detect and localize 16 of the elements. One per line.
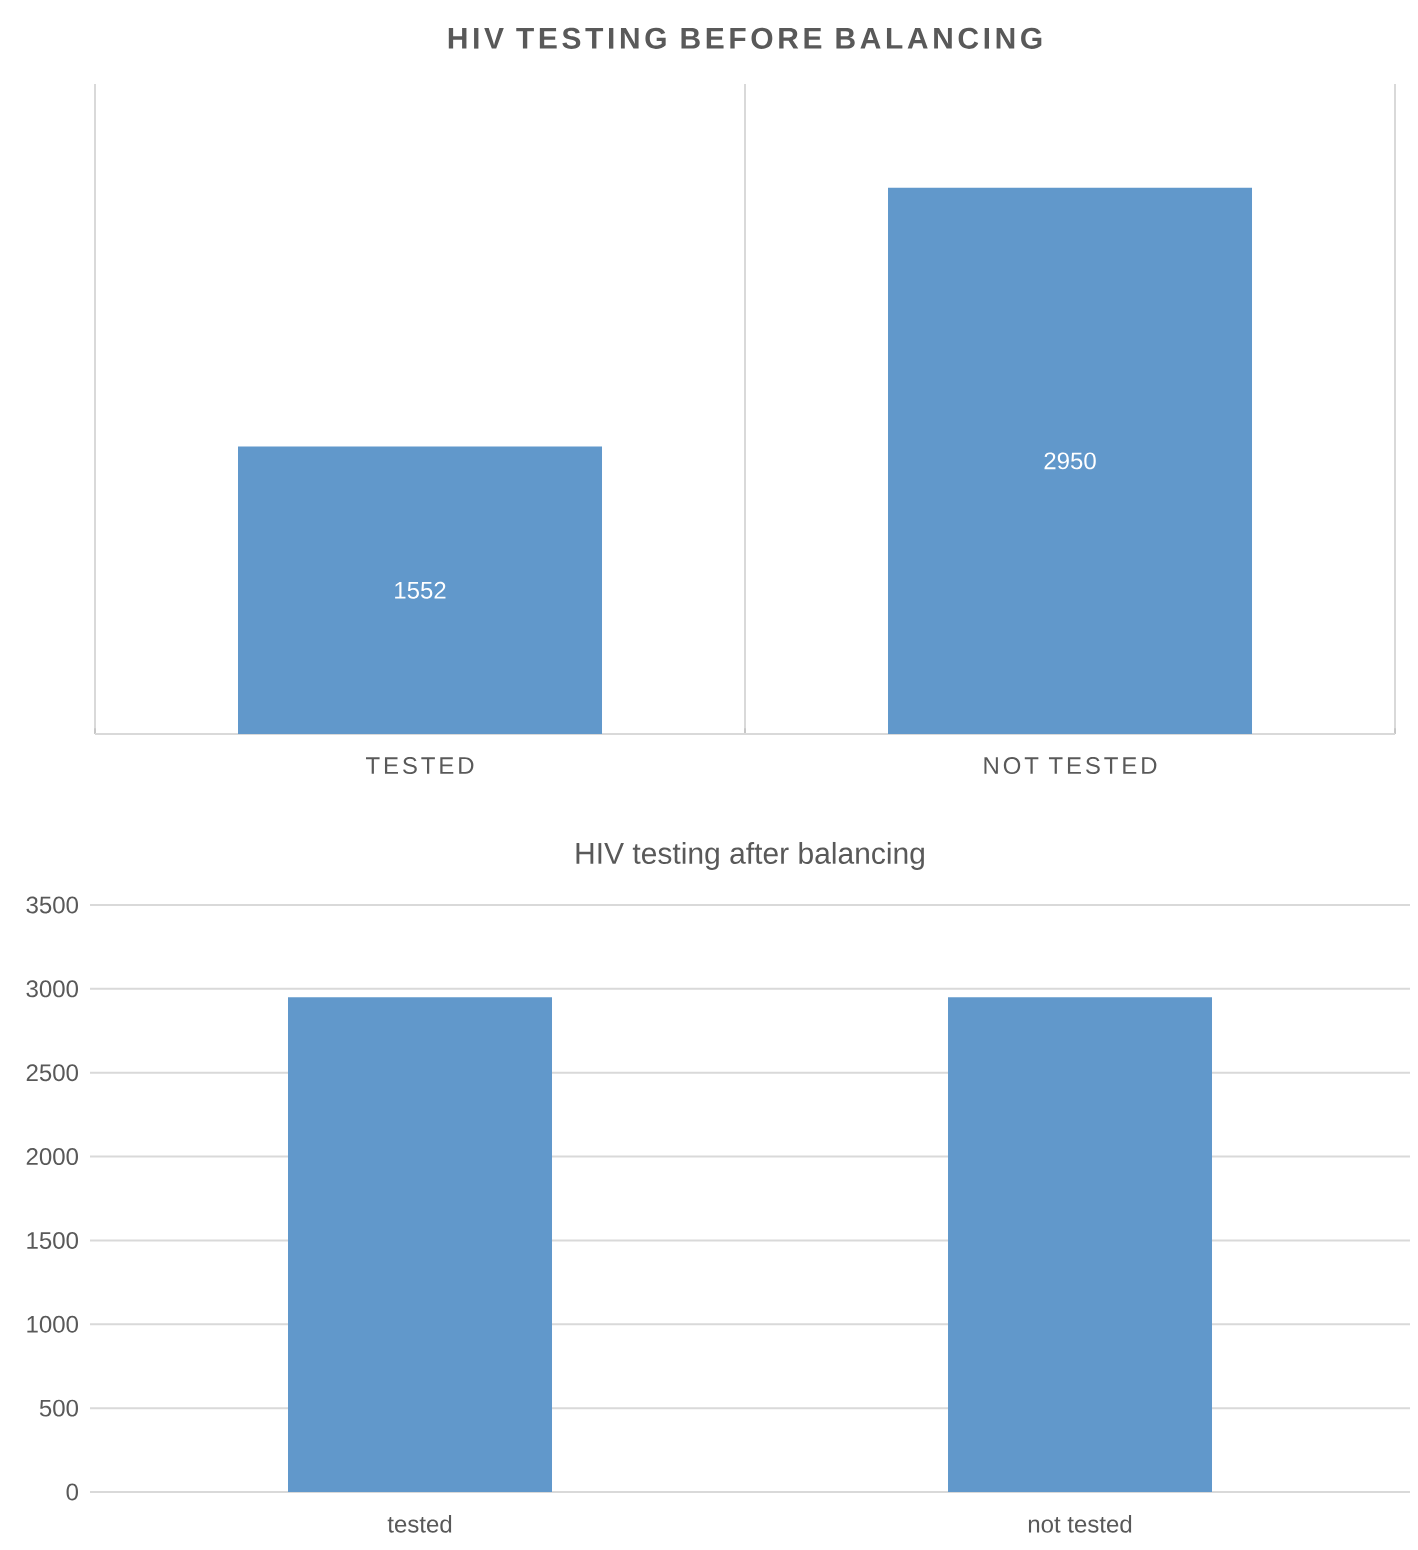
y-tick-label: 0 <box>66 1483 79 1501</box>
chart-title: HIV TESTING BEFORE BALANCING <box>448 27 1042 49</box>
y-tick-label: 500 <box>39 1399 78 1417</box>
y-tick-label: 1500 <box>27 1231 78 1249</box>
y-tick-label: 2000 <box>26 1148 78 1166</box>
x-tick-label: TESTED <box>366 757 474 775</box>
x-tick-label: tested <box>387 1515 452 1533</box>
chart-title: HIV testing after balancing <box>576 841 924 870</box>
data-label: 2950 <box>1044 452 1096 470</box>
data-label: 1552 <box>395 581 446 599</box>
y-tick-label: 3500 <box>26 896 78 914</box>
x-tick-label: NOT TESTED <box>984 757 1157 775</box>
y-tick-label: 2500 <box>26 1064 78 1082</box>
y-tick-label: 3000 <box>26 980 78 998</box>
y-tick-label: 1000 <box>27 1315 78 1333</box>
x-tick-label: not tested <box>1028 1515 1132 1533</box>
